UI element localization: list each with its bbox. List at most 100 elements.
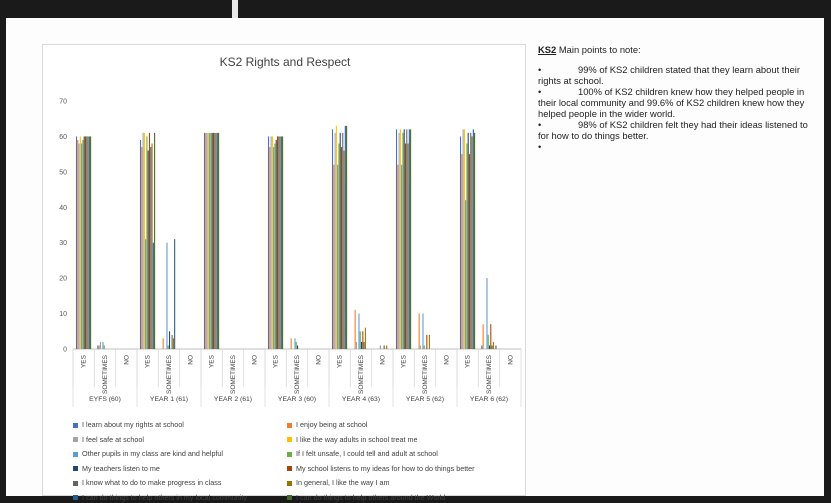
bar	[102, 341, 104, 349]
bar	[340, 147, 343, 349]
bar	[364, 327, 366, 349]
bar	[167, 345, 169, 349]
bar	[142, 132, 144, 349]
bar	[79, 136, 81, 349]
y-tick-label: 60	[59, 134, 67, 141]
bar	[211, 132, 213, 349]
bar	[84, 136, 87, 349]
bar	[467, 132, 469, 349]
document-page: KS2 Rights and Respect 0 10 20 30 40 50 60 70 YE…	[6, 18, 824, 502]
legend-label: I can do things to help others in my loc…	[82, 492, 247, 502]
bar	[148, 132, 151, 349]
bar	[150, 147, 152, 349]
bar	[339, 132, 341, 349]
notes-heading-text: Main points to note:	[556, 44, 641, 55]
legend-swatch	[73, 451, 78, 457]
top-bar-divider	[232, 0, 238, 18]
x-subcategory-label: NO	[443, 355, 450, 365]
legend-label: I like the way adults in school treat me	[296, 434, 418, 444]
bar	[487, 334, 489, 349]
bar	[404, 143, 407, 349]
notes-heading: KS2 Main points to note:	[538, 44, 808, 55]
bar	[210, 132, 212, 349]
bar	[172, 338, 174, 349]
bar	[205, 132, 207, 349]
y-tick-label: 50	[59, 169, 67, 176]
bullet-symbol: •	[538, 86, 542, 97]
bar	[418, 313, 420, 349]
bar	[87, 136, 89, 349]
note-bullet: • 100% of KS2 children knew how they help…	[538, 86, 808, 119]
x-group-label: YEAR 6 (62)	[470, 396, 508, 403]
legend-item: Other pupils in my class are kind and he…	[73, 448, 288, 459]
x-subcategory-label: SOMETIMES	[294, 354, 301, 394]
bar	[145, 239, 147, 349]
bar	[468, 154, 471, 349]
bar	[422, 313, 424, 349]
bullet-symbol: •	[538, 119, 542, 130]
bar	[428, 334, 430, 349]
bar	[355, 341, 357, 349]
bar	[481, 345, 483, 349]
x-subcategory-label: SOMETIMES	[486, 354, 493, 394]
bar	[209, 132, 211, 349]
x-subcategory-label: NO	[251, 355, 258, 365]
bar	[472, 129, 474, 349]
bar	[81, 143, 83, 349]
bar	[470, 132, 472, 349]
bar	[82, 139, 84, 349]
bar	[379, 345, 381, 349]
legend-item: I can do things to help others around th…	[287, 492, 502, 503]
bar	[399, 129, 401, 349]
bar	[423, 345, 425, 349]
bar	[146, 136, 148, 349]
bar	[466, 143, 468, 349]
legend-swatch	[287, 466, 292, 472]
bar	[139, 139, 142, 349]
x-group-label: YEAR 5 (62)	[406, 396, 444, 403]
note-bullet: •	[538, 141, 808, 152]
x-subcategory-label: YES	[145, 354, 152, 368]
bar	[492, 341, 494, 349]
bar	[346, 125, 348, 349]
x-subcategory-label: NO	[187, 355, 194, 365]
x-subcategory-label: NO	[379, 355, 386, 365]
bar	[490, 324, 492, 349]
chart-frame: KS2 Rights and Respect 0 10 20 30 40 50 60 70 YE…	[42, 44, 526, 502]
bar	[495, 345, 497, 349]
bar	[335, 125, 337, 349]
bar	[169, 331, 171, 349]
bar	[78, 143, 80, 349]
bar	[361, 341, 363, 349]
bar	[147, 150, 149, 349]
bar	[465, 200, 467, 349]
bar	[403, 129, 405, 349]
bar	[410, 129, 412, 349]
bar	[419, 345, 421, 349]
bar	[152, 242, 154, 349]
bar	[214, 132, 216, 349]
legend-label: I can do things to help others around th…	[296, 492, 446, 502]
y-tick-label: 40	[59, 205, 67, 212]
bar	[215, 132, 217, 349]
x-subcategory-label: SOMETIMES	[102, 354, 109, 394]
bar	[395, 129, 398, 349]
bar	[489, 345, 491, 349]
bar	[474, 132, 476, 349]
x-subcategory-label: YES	[465, 354, 472, 368]
bar	[77, 139, 79, 349]
bar	[267, 136, 270, 349]
bar	[90, 136, 92, 349]
y-tick-label: 0	[63, 347, 67, 354]
bar-chart-plot: 0 10 20 30 40 50 60 70 YES SOMETIMES NO EYFS (60) YE…	[59, 99, 522, 407]
bar	[282, 136, 284, 349]
x-subcategory-label: YES	[209, 354, 216, 368]
bar	[86, 136, 88, 349]
y-tick-label: 70	[59, 99, 67, 106]
x-subcategory-label: SOMETIMES	[358, 354, 365, 394]
bar	[386, 345, 388, 349]
legend-swatch	[287, 451, 292, 457]
bar	[97, 345, 99, 349]
x-subcategory-label: SOMETIMES	[230, 354, 237, 394]
bar	[295, 341, 297, 349]
